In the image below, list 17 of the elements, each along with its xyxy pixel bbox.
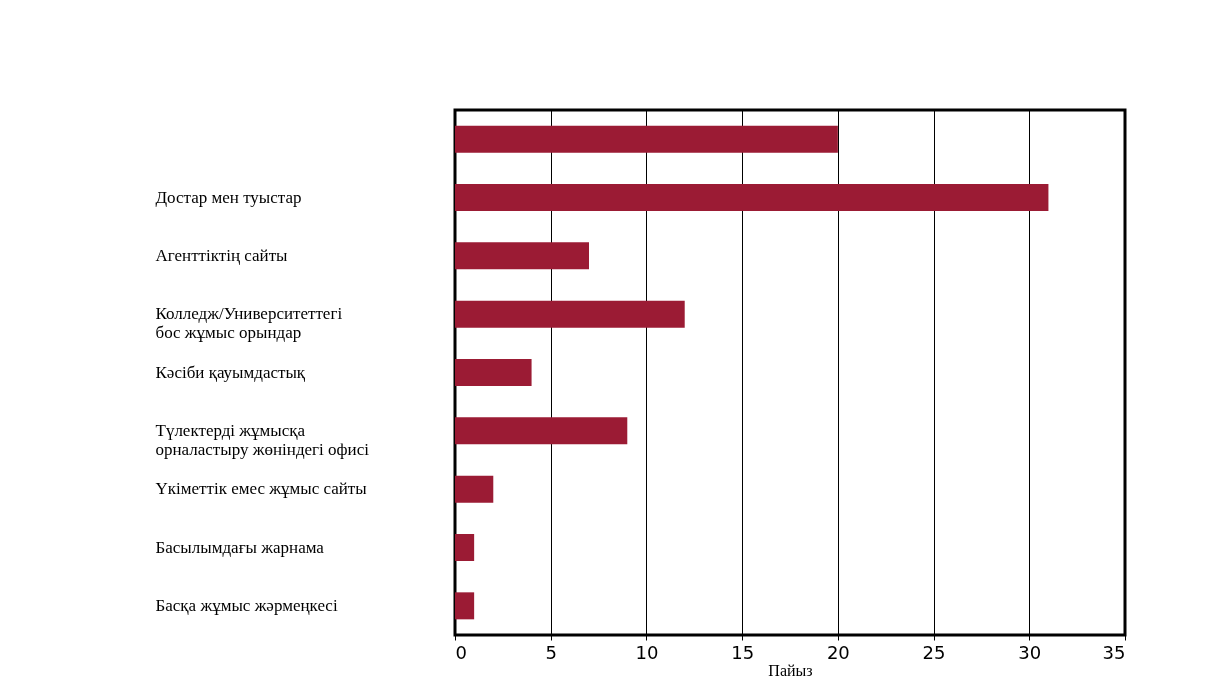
y-tick-label: Басқа жұмыс жәрмеңкесі <box>155 595 338 615</box>
x-tick-label: 15 <box>731 641 755 663</box>
y-tick-label: Достар мен туыстар <box>155 187 302 207</box>
x-tick-label: 5 <box>545 641 557 663</box>
y-tick-label: Кәсіби қауымдастық <box>155 362 306 382</box>
x-tick-label: 35 <box>1102 641 1126 663</box>
x-tick-label: 10 <box>635 641 659 663</box>
y-tick-label: Түлектерді жұмысқа орналастыру жөніндегі офисі <box>155 420 370 459</box>
y-tick-label: Басылымдағы жарнама <box>155 537 325 557</box>
y-tick-label: Колледж/Университеттегі бос жұмыс орындар <box>155 304 343 343</box>
x-tick-label: 25 <box>922 641 946 663</box>
x-axis-title: Пайыз <box>768 661 813 679</box>
x-tick-label: 0 <box>455 641 467 663</box>
x-tick-label: 20 <box>826 641 850 663</box>
y-tick-label: Үкіметтік емес жұмыс сайты <box>155 479 368 499</box>
y-tick-label: Агенттіктің сайты <box>155 245 289 265</box>
x-tick-label: 30 <box>1018 641 1042 663</box>
